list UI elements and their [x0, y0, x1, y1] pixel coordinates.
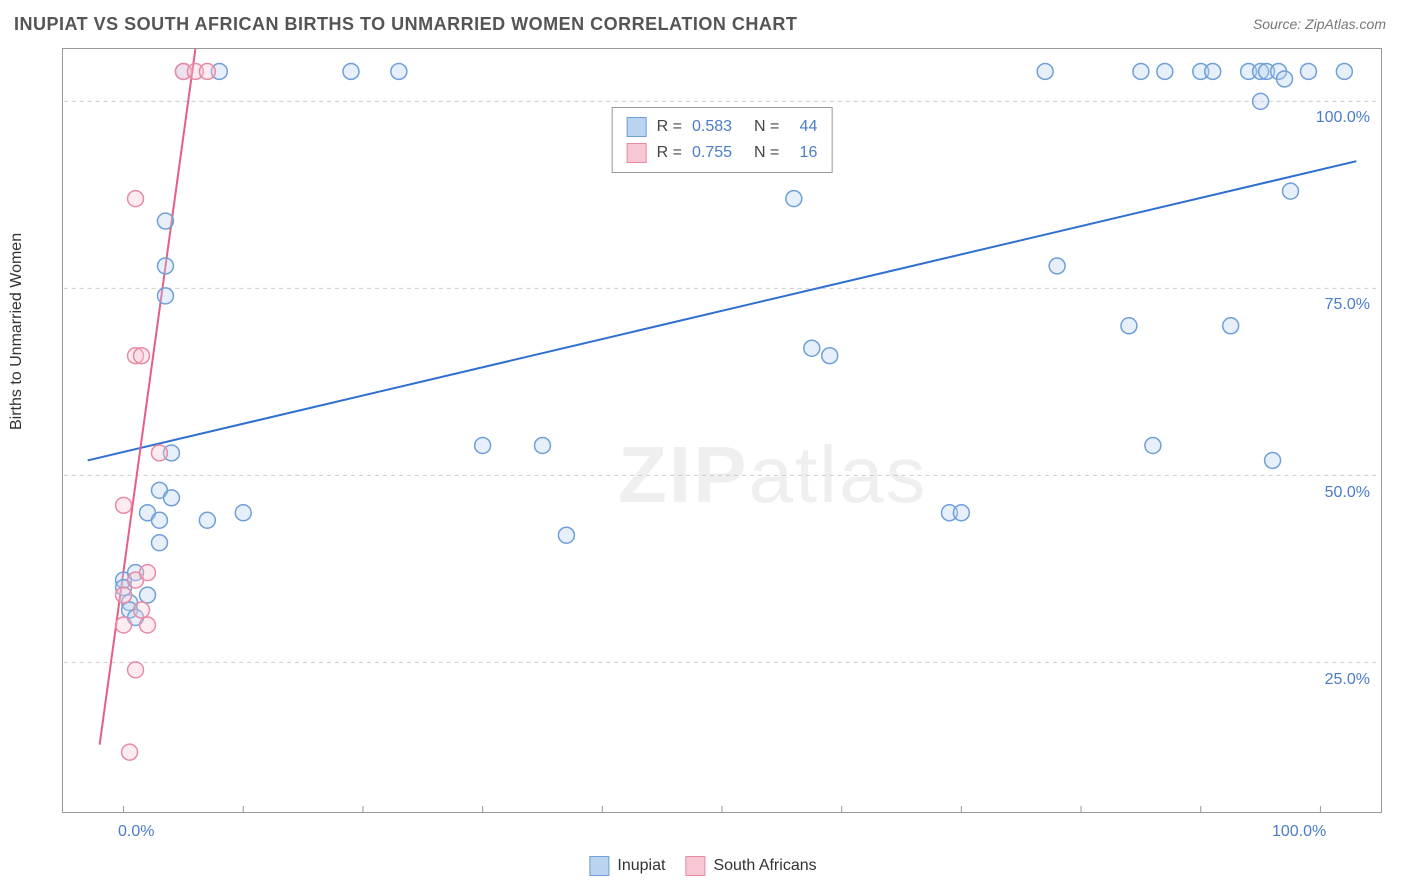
- legend-label: Inupiat: [617, 857, 665, 874]
- y-tick-label: 100.0%: [1316, 109, 1370, 127]
- r-label: R =: [657, 114, 682, 140]
- legend-swatch: [685, 856, 705, 876]
- correlation-legend: R = 0.583 N = 44 R = 0.755 N = 16: [612, 107, 833, 173]
- n-label: N =: [754, 140, 779, 166]
- y-tick-label: 25.0%: [1325, 671, 1370, 689]
- chart-container: INUPIAT VS SOUTH AFRICAN BIRTHS TO UNMAR…: [0, 0, 1406, 892]
- y-axis-label: Births to Unmarried Women: [8, 233, 26, 430]
- x-tick-label: 100.0%: [1272, 823, 1326, 841]
- r-value: 0.755: [692, 140, 744, 166]
- source-label: Source: ZipAtlas.com: [1253, 16, 1386, 32]
- legend-swatch: [627, 117, 647, 137]
- plot-area: ZIPatlas R =0.583N =44R =0.755N =16: [62, 48, 1382, 813]
- r-value: 0.583: [692, 114, 744, 140]
- x-tick-label: 0.0%: [118, 823, 154, 841]
- series-legend: Inupiat South Africans: [589, 856, 816, 876]
- legend-swatch: [627, 143, 647, 163]
- legend-item: South Africans: [685, 856, 816, 876]
- n-value: 44: [789, 114, 817, 140]
- legend-row: R = 0.755 N = 16: [627, 140, 818, 166]
- chart-title: INUPIAT VS SOUTH AFRICAN BIRTHS TO UNMAR…: [14, 14, 797, 35]
- legend-row: R = 0.583 N = 44: [627, 114, 818, 140]
- n-label: N =: [754, 114, 779, 140]
- y-tick-label: 75.0%: [1325, 296, 1370, 314]
- legend-swatch: [589, 856, 609, 876]
- legend-item: Inupiat: [589, 856, 665, 876]
- legend-label: South Africans: [713, 857, 816, 874]
- y-tick-label: 50.0%: [1325, 484, 1370, 502]
- n-value: 16: [789, 140, 817, 166]
- r-label: R =: [657, 140, 682, 166]
